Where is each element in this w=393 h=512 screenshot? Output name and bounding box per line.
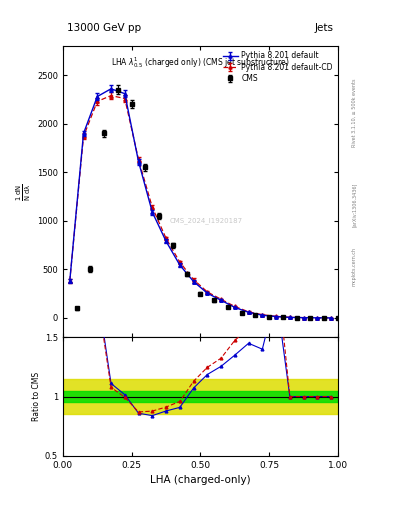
- Y-axis label: Ratio to CMS: Ratio to CMS: [32, 372, 41, 421]
- Text: LHA $\lambda^{1}_{0.5}$ (charged only) (CMS jet substructure): LHA $\lambda^{1}_{0.5}$ (charged only) (…: [111, 55, 290, 70]
- Text: Rivet 3.1.10, ≥ 500k events: Rivet 3.1.10, ≥ 500k events: [352, 78, 357, 147]
- Y-axis label: $\mathregular{\frac{1}{N}\frac{dN}{d\lambda}}$: $\mathregular{\frac{1}{N}\frac{dN}{d\lam…: [15, 183, 33, 201]
- Text: CMS_2024_I1920187: CMS_2024_I1920187: [169, 218, 242, 224]
- Legend: Pythia 8.201 default, Pythia 8.201 default-CD, CMS: Pythia 8.201 default, Pythia 8.201 defau…: [221, 50, 334, 84]
- Text: 13000 GeV pp: 13000 GeV pp: [67, 23, 141, 33]
- Text: [arXiv:1306.3436]: [arXiv:1306.3436]: [352, 183, 357, 227]
- Text: Jets: Jets: [315, 23, 334, 33]
- X-axis label: LHA (charged-only): LHA (charged-only): [150, 475, 251, 485]
- Text: mcplots.cern.ch: mcplots.cern.ch: [352, 247, 357, 286]
